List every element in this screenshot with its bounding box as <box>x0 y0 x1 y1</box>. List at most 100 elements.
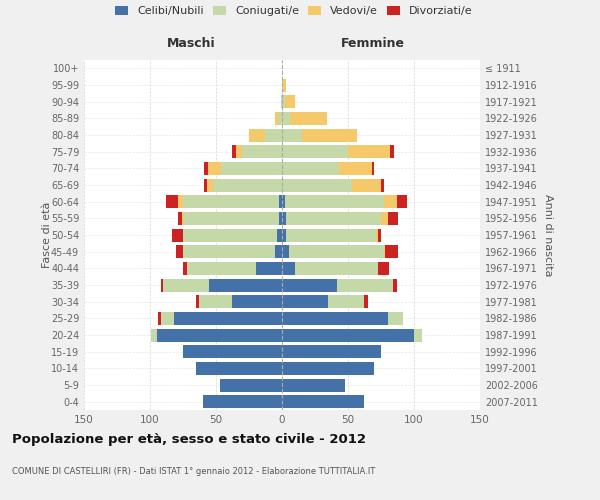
Bar <box>290 112 327 125</box>
Bar <box>163 278 209 291</box>
Bar <box>158 312 161 325</box>
Bar <box>339 162 372 175</box>
Bar <box>172 228 183 241</box>
Bar <box>232 295 282 308</box>
Bar <box>397 195 407 208</box>
Bar <box>208 162 221 175</box>
Bar <box>302 128 357 141</box>
Bar <box>283 78 286 92</box>
Bar <box>209 278 282 291</box>
Bar <box>282 362 374 375</box>
Bar <box>204 162 208 175</box>
Bar <box>282 378 346 392</box>
Bar <box>183 195 280 208</box>
Bar <box>281 95 282 108</box>
Bar <box>282 212 286 225</box>
Bar <box>376 228 379 241</box>
Bar <box>236 145 242 158</box>
Bar <box>383 195 397 208</box>
Bar <box>204 178 207 192</box>
Bar <box>282 345 381 358</box>
Bar <box>282 78 283 92</box>
Bar <box>207 178 214 192</box>
Bar <box>393 278 397 291</box>
Bar <box>196 362 282 375</box>
Legend: Celibi/Nubili, Coniugati/e, Vedovi/e, Divorziati/e: Celibi/Nubili, Coniugati/e, Vedovi/e, Di… <box>115 6 473 16</box>
Bar <box>280 212 282 225</box>
Bar <box>183 262 187 275</box>
Bar <box>183 228 277 241</box>
Bar <box>282 395 364 408</box>
Bar <box>214 178 282 192</box>
Bar <box>242 145 282 158</box>
Bar <box>295 262 379 275</box>
Bar <box>232 145 236 158</box>
Bar <box>196 295 199 308</box>
Bar <box>178 212 182 225</box>
Bar <box>174 312 282 325</box>
Bar <box>379 228 381 241</box>
Bar <box>282 262 295 275</box>
Bar <box>282 328 414 342</box>
Bar <box>414 328 422 342</box>
Bar <box>383 245 385 258</box>
Bar <box>282 245 289 258</box>
Bar <box>220 378 282 392</box>
Bar <box>337 278 393 291</box>
Bar <box>249 128 265 141</box>
Bar <box>385 245 398 258</box>
Bar <box>187 262 256 275</box>
Bar <box>199 295 232 308</box>
Y-axis label: Anni di nascita: Anni di nascita <box>543 194 553 276</box>
Bar <box>161 312 174 325</box>
Bar <box>348 145 390 158</box>
Bar <box>282 145 348 158</box>
Bar <box>282 128 302 141</box>
Bar <box>364 295 368 308</box>
Bar <box>282 312 388 325</box>
Bar <box>282 295 328 308</box>
Bar <box>284 95 295 108</box>
Bar <box>275 245 282 258</box>
Bar <box>178 195 183 208</box>
Bar <box>182 212 184 225</box>
Bar <box>282 162 339 175</box>
Bar <box>166 195 178 208</box>
Bar <box>372 162 374 175</box>
Text: Femmine: Femmine <box>341 36 405 50</box>
Bar <box>381 212 388 225</box>
Y-axis label: Fasce di età: Fasce di età <box>41 202 52 268</box>
Bar <box>388 312 403 325</box>
Bar <box>282 195 284 208</box>
Bar <box>183 245 275 258</box>
Bar <box>280 112 282 125</box>
Bar <box>282 112 290 125</box>
Bar <box>183 345 282 358</box>
Bar <box>390 145 394 158</box>
Bar <box>328 295 364 308</box>
Bar <box>388 212 398 225</box>
Bar <box>280 195 282 208</box>
Bar <box>161 278 163 291</box>
Bar <box>284 195 383 208</box>
Bar <box>282 95 284 108</box>
Bar <box>352 178 381 192</box>
Bar <box>275 112 280 125</box>
Bar <box>286 228 376 241</box>
Bar <box>176 245 183 258</box>
Bar <box>221 162 282 175</box>
Bar <box>289 245 383 258</box>
Bar <box>265 128 282 141</box>
Bar <box>286 212 381 225</box>
Bar <box>151 328 157 342</box>
Text: Maschi: Maschi <box>167 36 215 50</box>
Bar <box>379 262 389 275</box>
Bar <box>203 395 282 408</box>
Bar <box>157 328 282 342</box>
Bar <box>256 262 282 275</box>
Text: COMUNE DI CASTELLIRI (FR) - Dati ISTAT 1° gennaio 2012 - Elaborazione TUTTITALIA: COMUNE DI CASTELLIRI (FR) - Dati ISTAT 1… <box>12 468 375 476</box>
Bar <box>381 178 383 192</box>
Text: Popolazione per età, sesso e stato civile - 2012: Popolazione per età, sesso e stato civil… <box>12 432 366 446</box>
Bar <box>277 228 282 241</box>
Bar <box>282 278 337 291</box>
